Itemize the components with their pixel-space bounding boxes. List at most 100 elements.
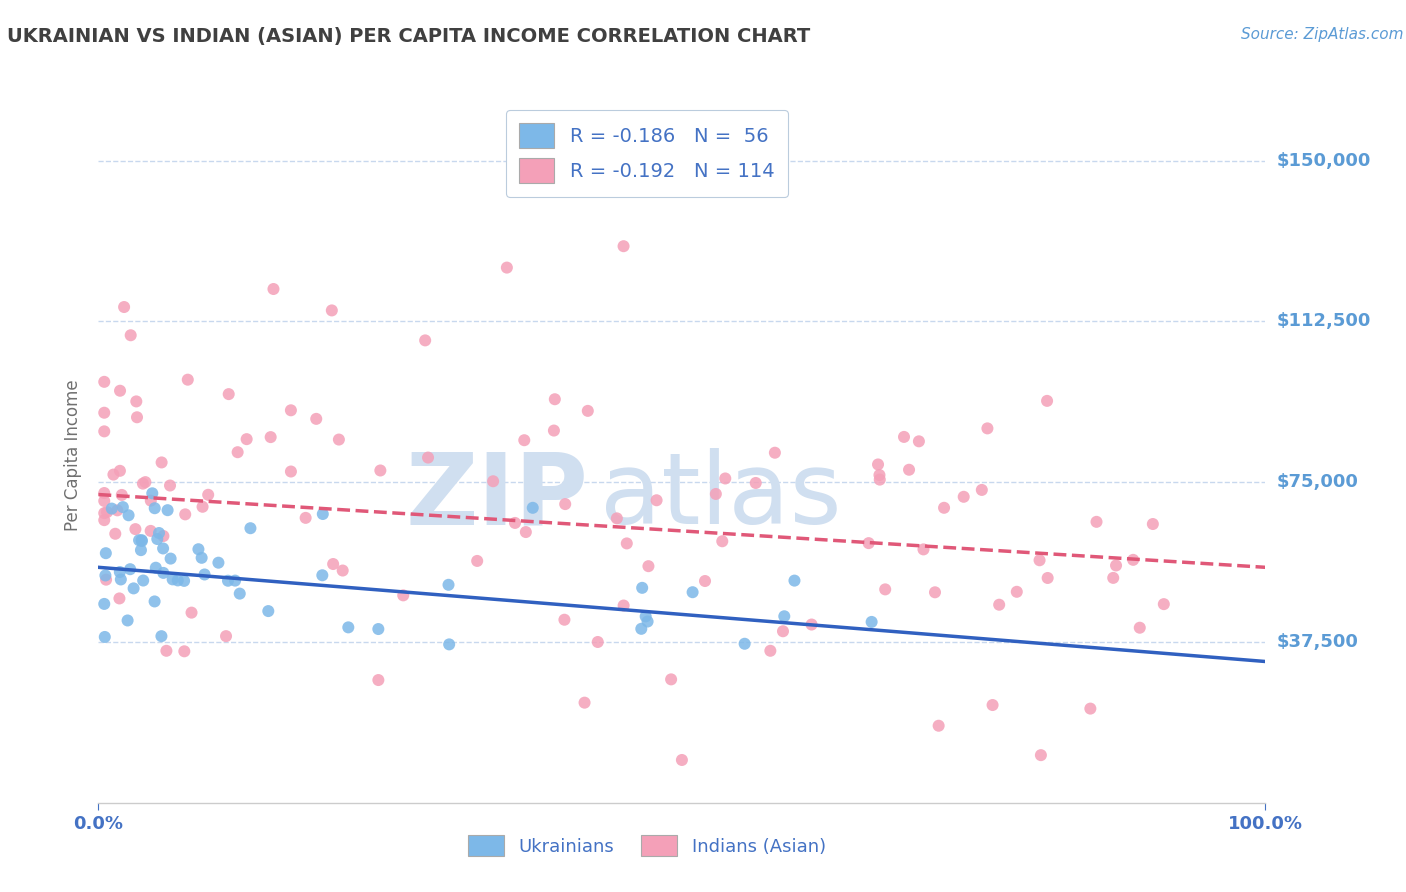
Point	[337, 620, 360, 634]
Point	[932, 500, 955, 515]
Point	[928, 719, 950, 733]
Text: UKRAINIAN VS INDIAN (ASIAN) PER CAPITA INCOME CORRELATION CHART: UKRAINIAN VS INDIAN (ASIAN) PER CAPITA I…	[7, 27, 810, 45]
Y-axis label: Per Capita Income: Per Capita Income	[65, 379, 83, 531]
Point	[120, 562, 142, 576]
Point	[152, 541, 174, 556]
Point	[322, 557, 344, 571]
Point	[311, 568, 333, 582]
Point	[152, 566, 174, 580]
Point	[280, 403, 302, 417]
Point	[437, 578, 460, 592]
Point	[1036, 571, 1059, 585]
Point	[141, 486, 163, 500]
Point	[606, 511, 628, 525]
Point	[139, 524, 162, 538]
Point	[120, 328, 142, 343]
Point	[150, 629, 173, 643]
Text: $75,000: $75,000	[1277, 473, 1358, 491]
Point	[866, 458, 889, 472]
Point	[143, 594, 166, 608]
Point	[94, 546, 117, 560]
Point	[129, 543, 152, 558]
Point	[173, 574, 195, 588]
Point	[122, 582, 145, 596]
Point	[193, 567, 215, 582]
Point	[734, 637, 756, 651]
Point	[239, 521, 262, 535]
Point	[1080, 701, 1102, 715]
Point	[155, 644, 177, 658]
Point	[970, 483, 993, 497]
Point	[515, 524, 537, 539]
Point	[93, 486, 115, 500]
Point	[145, 560, 167, 574]
Point	[1105, 558, 1128, 573]
Point	[869, 468, 891, 483]
Point	[912, 542, 935, 557]
Point	[111, 488, 134, 502]
Point	[173, 644, 195, 658]
Point	[93, 494, 115, 508]
Point	[631, 581, 654, 595]
Point	[139, 493, 162, 508]
Point	[111, 500, 134, 515]
Point	[93, 375, 115, 389]
Point	[783, 574, 806, 588]
Point	[132, 476, 155, 491]
Point	[262, 282, 284, 296]
Point	[108, 565, 131, 579]
Point	[367, 622, 389, 636]
Point	[103, 467, 125, 482]
Point	[513, 434, 536, 448]
Point	[257, 604, 280, 618]
Point	[612, 239, 634, 253]
Point	[1036, 393, 1059, 408]
Point	[637, 559, 659, 574]
Point	[93, 406, 115, 420]
Point	[117, 508, 139, 523]
Point	[321, 303, 343, 318]
Point	[772, 624, 794, 639]
Point	[522, 500, 544, 515]
Point	[759, 644, 782, 658]
Point	[94, 573, 117, 587]
Point	[143, 501, 166, 516]
Point	[704, 487, 727, 501]
Point	[104, 526, 127, 541]
Point	[105, 503, 128, 517]
Point	[332, 564, 354, 578]
Point	[869, 473, 891, 487]
Point	[100, 501, 122, 516]
Point	[224, 574, 246, 588]
Point	[218, 387, 240, 401]
Point	[177, 373, 200, 387]
Point	[174, 508, 197, 522]
Point	[159, 551, 181, 566]
Point	[197, 488, 219, 502]
Point	[370, 463, 392, 477]
Point	[312, 507, 335, 521]
Point	[858, 536, 880, 550]
Point	[96, 505, 118, 519]
Point	[714, 471, 737, 485]
Point	[235, 432, 257, 446]
Point	[280, 465, 302, 479]
Point	[682, 585, 704, 599]
Point	[908, 434, 931, 449]
Point	[503, 516, 526, 530]
Point	[630, 622, 652, 636]
Point	[637, 615, 659, 629]
Text: Source: ZipAtlas.com: Source: ZipAtlas.com	[1240, 27, 1403, 42]
Point	[180, 606, 202, 620]
Point	[981, 698, 1004, 712]
Point	[124, 522, 146, 536]
Text: $37,500: $37,500	[1277, 633, 1358, 651]
Point	[146, 532, 169, 546]
Point	[148, 526, 170, 541]
Point	[634, 609, 657, 624]
Point	[112, 300, 135, 314]
Point	[1142, 516, 1164, 531]
Point	[207, 556, 229, 570]
Point	[152, 529, 174, 543]
Point	[1085, 515, 1108, 529]
